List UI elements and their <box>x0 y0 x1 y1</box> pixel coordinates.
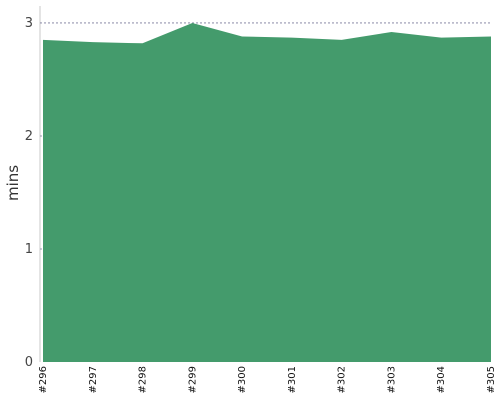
x-tick-label: #298 <box>138 366 149 393</box>
x-tick-label: #296 <box>38 366 49 393</box>
x-tick-label: #297 <box>88 366 99 393</box>
x-tick-label: #301 <box>287 366 298 393</box>
area-series <box>43 22 491 362</box>
x-tick-label: #302 <box>337 366 348 393</box>
area-fill <box>43 22 491 362</box>
x-tick-label: #300 <box>237 366 248 393</box>
y-tick-label: 0 <box>25 355 33 370</box>
x-tick-labels: #296 #297 #298 #299 #300 #301 #302 #303 #304 #305 <box>38 366 497 393</box>
x-tick-label: #303 <box>386 366 397 393</box>
y-tick-labels: 0 1 2 3 <box>25 16 33 370</box>
y-tick-label: 3 <box>25 16 33 31</box>
y-tick-label: 1 <box>25 242 33 257</box>
y-tick-label: 2 <box>25 129 33 144</box>
x-tick-label: #304 <box>436 366 447 393</box>
x-tick-label: #299 <box>187 366 198 393</box>
y-axis-label: mins <box>4 165 22 201</box>
x-tick-label: #305 <box>486 366 497 393</box>
